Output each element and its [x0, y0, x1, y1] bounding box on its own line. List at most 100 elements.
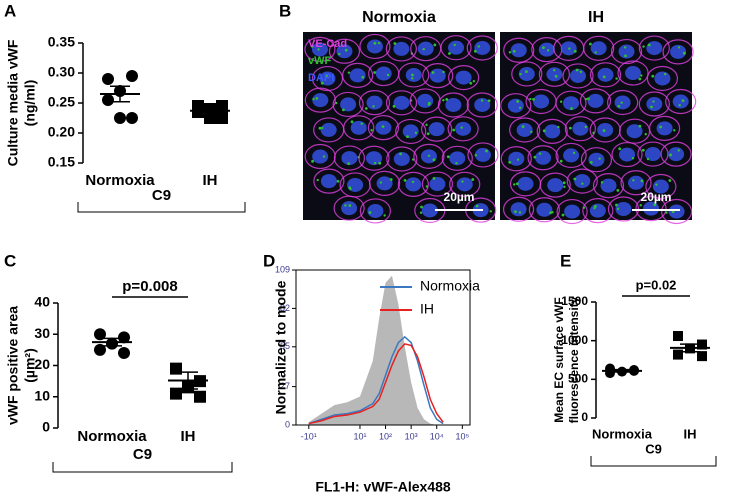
granule — [647, 43, 651, 47]
cell — [511, 61, 543, 87]
granule — [678, 103, 681, 107]
cell — [503, 37, 535, 63]
histogram-line — [308, 343, 444, 425]
granule — [383, 214, 386, 217]
granule — [422, 47, 425, 51]
cell — [332, 91, 364, 118]
granule — [344, 48, 348, 52]
nucleus — [366, 39, 383, 54]
cell — [665, 88, 697, 115]
data-point — [216, 112, 228, 124]
panel-letter: C — [4, 251, 16, 270]
granule — [508, 51, 512, 54]
granule — [321, 126, 324, 130]
granule — [432, 158, 436, 162]
nucleus — [455, 70, 472, 85]
cell — [660, 198, 693, 225]
nucleus — [376, 176, 393, 191]
granule — [638, 124, 642, 128]
nucleus — [375, 66, 392, 81]
granule — [420, 205, 423, 209]
granule — [320, 81, 324, 85]
granule — [659, 125, 663, 129]
cell — [343, 115, 375, 141]
nucleus — [474, 97, 491, 112]
nucleus — [367, 203, 384, 218]
nucleus — [393, 95, 410, 110]
granule — [406, 135, 409, 138]
granule — [342, 108, 345, 112]
granule — [559, 100, 563, 103]
cell — [395, 118, 427, 145]
y-tick-label: 20 — [34, 356, 50, 372]
reference-histogram — [308, 275, 444, 425]
granule — [414, 131, 418, 135]
granule — [568, 126, 572, 130]
nucleus — [445, 97, 462, 112]
granule — [573, 177, 577, 181]
nucleus — [402, 124, 419, 139]
category-label: IH — [684, 426, 697, 441]
nucleus — [319, 71, 336, 86]
granule — [471, 178, 475, 181]
nucleus — [544, 124, 561, 139]
y-axis-label: Culture media vWF — [5, 39, 21, 166]
nucleus — [474, 147, 491, 162]
y-tick-label: 109 — [275, 264, 290, 274]
granule — [641, 148, 645, 152]
nucleus — [535, 150, 552, 165]
granule — [538, 152, 542, 155]
granule — [403, 178, 407, 182]
granule — [579, 70, 583, 74]
cell — [313, 168, 345, 194]
cell — [466, 35, 498, 61]
nucleus — [600, 178, 617, 193]
granule — [681, 99, 685, 103]
nucleus — [628, 175, 645, 190]
granule — [311, 159, 314, 163]
nucleus — [341, 201, 358, 216]
y-axis-label: Normalized to mode — [273, 280, 289, 414]
nucleus — [646, 41, 663, 56]
granule — [317, 48, 320, 51]
cell — [662, 39, 694, 65]
nucleus — [518, 66, 535, 81]
granule — [448, 52, 451, 55]
granule — [561, 213, 565, 217]
y-tick-label: 0.25 — [48, 94, 75, 110]
panel-letter: B — [279, 1, 291, 20]
cell — [610, 38, 643, 65]
granule — [516, 158, 520, 161]
granule — [460, 126, 463, 129]
group-bracket — [52, 462, 233, 473]
nucleus — [656, 121, 673, 136]
granule — [516, 100, 520, 103]
nucleus — [347, 177, 364, 192]
granule — [518, 211, 522, 214]
nucleus — [340, 97, 357, 112]
cell — [556, 198, 588, 225]
group-label: C9 — [645, 441, 662, 456]
nucleus — [508, 151, 525, 166]
granule — [347, 71, 351, 74]
granule — [310, 44, 314, 48]
granule — [570, 107, 573, 110]
granule — [529, 97, 532, 101]
x-tick-label: 10⁴ — [430, 431, 444, 441]
nucleus — [516, 122, 533, 137]
nucleus — [449, 151, 466, 166]
nucleus — [429, 177, 446, 192]
granule — [508, 160, 512, 164]
granule — [373, 71, 377, 74]
cell — [539, 172, 571, 198]
nucleus — [572, 121, 589, 136]
granule — [653, 203, 657, 207]
cell — [607, 196, 640, 222]
y-tick-label: 0.15 — [48, 154, 75, 170]
nucleus — [574, 174, 591, 189]
granule — [370, 129, 373, 132]
group-label: C9 — [133, 446, 152, 463]
granule — [513, 183, 516, 186]
y-tick-label: 0.30 — [48, 64, 75, 80]
group-bracket — [77, 202, 246, 213]
